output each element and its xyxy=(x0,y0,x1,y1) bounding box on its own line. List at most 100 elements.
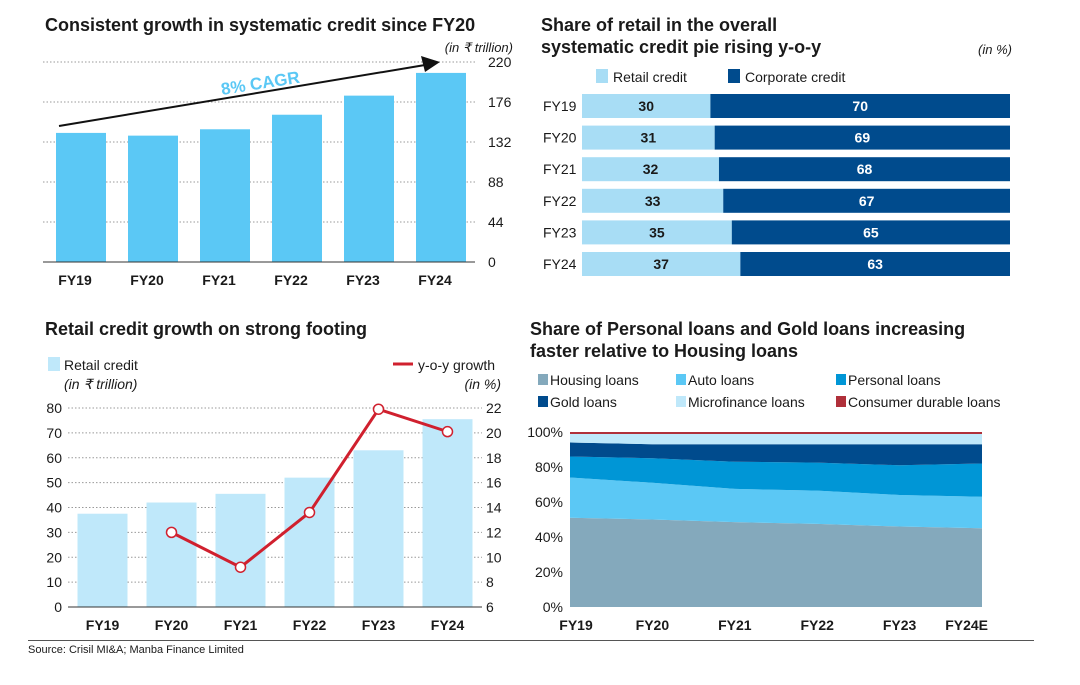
data-label: 37 xyxy=(653,256,669,272)
chart3-title: Retail credit growth on strong footing xyxy=(45,319,367,339)
bar-FY21 xyxy=(215,493,266,607)
y-tick-label: 0 xyxy=(488,254,496,270)
y-right-tick-label: 14 xyxy=(486,500,502,516)
y-right-tick-label: 6 xyxy=(486,599,494,615)
x-tick-label: FY20 xyxy=(130,272,164,288)
divider xyxy=(28,640,1034,641)
data-label: 65 xyxy=(863,224,879,240)
bar-FY19 xyxy=(77,513,128,607)
bar-retail-FY22 xyxy=(582,188,724,213)
y-left-tick-label: 60 xyxy=(46,450,62,466)
y-tick-label: 80% xyxy=(535,459,563,475)
bar-FY20 xyxy=(146,502,197,607)
legend-unit: (in ₹ trillion) xyxy=(64,376,137,392)
bar-FY19 xyxy=(56,132,106,262)
bar-FY22 xyxy=(272,114,322,263)
y-tick-label: 176 xyxy=(488,94,512,110)
y-right-tick-label: 8 xyxy=(486,574,494,590)
growth-point-FY20 xyxy=(165,526,178,539)
growth-point-FY22 xyxy=(303,506,316,519)
legend-retail: Retail credit xyxy=(613,69,687,85)
bar-retail-FY21 xyxy=(582,157,719,182)
legend-growth: y-o-y growth xyxy=(418,357,495,373)
chart1-title: Consistent growth in systematic credit s… xyxy=(45,15,476,35)
bar-retail-FY19 xyxy=(582,94,711,118)
legend-swatch-retail xyxy=(596,69,608,83)
x-tick-label: FY24 xyxy=(431,617,465,633)
x-tick-label: FY23 xyxy=(883,617,917,633)
data-label: 63 xyxy=(867,256,883,272)
data-label: 30 xyxy=(638,98,654,114)
y-left-tick-label: 80 xyxy=(46,400,62,416)
x-tick-label: FY19 xyxy=(58,272,92,288)
y-tick-label: 20% xyxy=(535,564,563,580)
data-label: 35 xyxy=(649,224,665,240)
bar-corporate-FY23 xyxy=(731,220,1010,245)
data-label: 67 xyxy=(859,193,875,209)
legend-corporate: Corporate credit xyxy=(745,69,845,85)
y-tick-label: 40% xyxy=(535,529,563,545)
unit-label: (in ₹ trillion) xyxy=(445,40,513,55)
data-label: 31 xyxy=(641,130,657,146)
bar-corporate-FY21 xyxy=(718,157,1010,182)
legend-unit: (in %) xyxy=(464,376,501,392)
category-label: FY21 xyxy=(543,161,577,177)
x-tick-label: FY21 xyxy=(718,617,752,633)
bar-corporate-FY24 xyxy=(740,252,1010,276)
category-label: FY23 xyxy=(543,224,577,240)
x-tick-label: FY24 xyxy=(418,272,452,288)
y-left-tick-label: 10 xyxy=(46,574,62,590)
legend-item: Personal loans xyxy=(848,372,941,388)
bar-FY24 xyxy=(416,72,466,262)
legend-item: Housing loans xyxy=(550,372,639,388)
y-right-tick-label: 20 xyxy=(486,425,502,441)
y-right-tick-label: 16 xyxy=(486,475,502,491)
legend-swatch-5 xyxy=(836,396,846,407)
data-label: 33 xyxy=(645,193,661,209)
x-tick-label: FY20 xyxy=(636,617,670,633)
x-tick-label: FY19 xyxy=(86,617,120,633)
y-left-tick-label: 30 xyxy=(46,524,62,540)
category-label: FY20 xyxy=(543,130,577,146)
legend-item: Gold loans xyxy=(550,394,617,410)
x-tick-label: FY21 xyxy=(224,617,258,633)
y-right-tick-label: 18 xyxy=(486,450,502,466)
chart4-title: Share of Personal loans and Gold loans i… xyxy=(530,319,966,361)
bar-retail-FY24 xyxy=(582,252,741,276)
y-tick-label: 100% xyxy=(527,424,563,440)
growth-point-FY23 xyxy=(372,403,385,415)
y-left-tick-label: 40 xyxy=(46,500,62,516)
data-label: 32 xyxy=(643,161,659,177)
y-tick-label: 44 xyxy=(488,214,504,230)
x-tick-label: FY22 xyxy=(274,272,308,288)
bar-corporate-FY22 xyxy=(723,188,1010,213)
x-tick-label: FY23 xyxy=(346,272,380,288)
x-tick-label: FY22 xyxy=(800,617,834,633)
y-right-tick-label: 10 xyxy=(486,549,502,565)
growth-point-FY24 xyxy=(441,425,454,438)
bar-corporate-FY20 xyxy=(714,125,1010,150)
legend-swatch-4 xyxy=(676,396,686,407)
cagr-arrow-line xyxy=(58,64,426,127)
cagr-annotation: 8% CAGR xyxy=(220,68,301,99)
y-right-tick-label: 22 xyxy=(486,400,502,416)
y-tick-label: 60% xyxy=(535,494,563,510)
area-gold-loans xyxy=(570,442,982,466)
area-microfinance-loans xyxy=(570,433,982,445)
area-housing-loans xyxy=(570,517,982,607)
legend-item: Consumer durable loans xyxy=(848,394,1001,410)
x-tick-label: FY24E xyxy=(945,617,988,633)
y-tick-label: 220 xyxy=(488,54,512,70)
y-left-tick-label: 0 xyxy=(54,599,62,615)
x-tick-label: FY21 xyxy=(202,272,236,288)
bar-FY22 xyxy=(284,477,335,607)
source-note: Source: Crisil MI&A; Manba Finance Limit… xyxy=(28,644,244,656)
bar-FY21 xyxy=(200,129,250,262)
x-tick-label: FY19 xyxy=(559,617,593,633)
bar-corporate-FY19 xyxy=(710,94,1010,118)
y-right-tick-label: 12 xyxy=(486,524,502,540)
data-label: 70 xyxy=(852,98,868,114)
bar-FY24 xyxy=(422,419,473,607)
